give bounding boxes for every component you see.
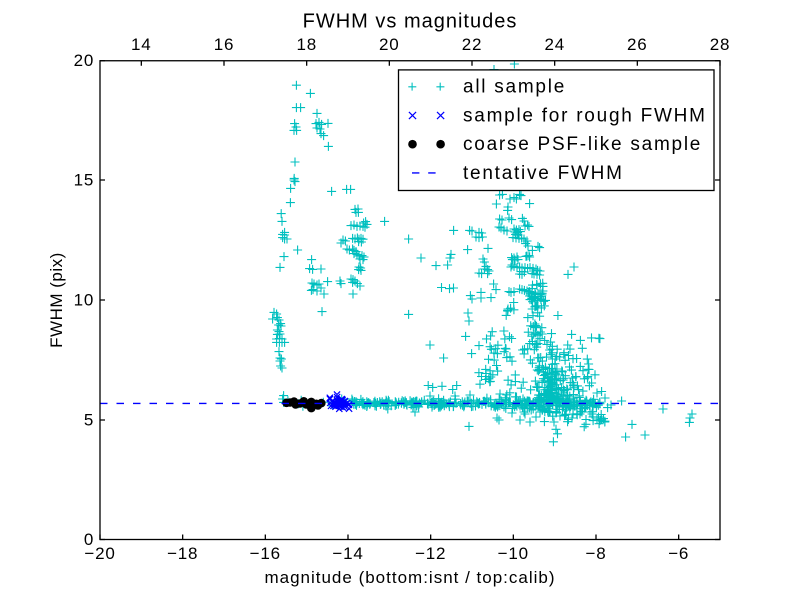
svg-text:−16: −16	[250, 544, 281, 563]
svg-text:−18: −18	[167, 544, 198, 563]
svg-text:FWHM (pix): FWHM (pix)	[47, 252, 66, 348]
svg-text:−20: −20	[84, 544, 115, 563]
svg-text:tentative FWHM: tentative FWHM	[463, 163, 624, 184]
svg-text:10: 10	[74, 291, 95, 310]
svg-text:18: 18	[296, 35, 317, 54]
svg-text:0: 0	[84, 530, 94, 549]
svg-text:14: 14	[131, 35, 152, 54]
svg-text:28: 28	[710, 35, 731, 54]
svg-text:5: 5	[84, 411, 94, 430]
svg-text:all sample: all sample	[463, 77, 566, 98]
svg-text:26: 26	[627, 35, 648, 54]
svg-text:−14: −14	[332, 544, 363, 563]
svg-text:−10: −10	[498, 544, 529, 563]
svg-text:−12: −12	[415, 544, 446, 563]
svg-text:magnitude (bottom:isnt / top:c: magnitude (bottom:isnt / top:calib)	[264, 568, 555, 587]
svg-text:coarse PSF-like sample: coarse PSF-like sample	[463, 134, 702, 155]
svg-text:15: 15	[74, 171, 95, 190]
svg-text:20: 20	[379, 35, 400, 54]
svg-text:−6: −6	[668, 544, 689, 563]
svg-text:sample for rough FWHM: sample for rough FWHM	[463, 105, 707, 126]
svg-text:16: 16	[214, 35, 235, 54]
svg-text:−8: −8	[586, 544, 607, 563]
svg-text:FWHM vs magnitudes: FWHM vs magnitudes	[303, 11, 518, 33]
svg-text:20: 20	[74, 51, 95, 70]
svg-text:24: 24	[544, 35, 565, 54]
svg-text:22: 22	[462, 35, 483, 54]
